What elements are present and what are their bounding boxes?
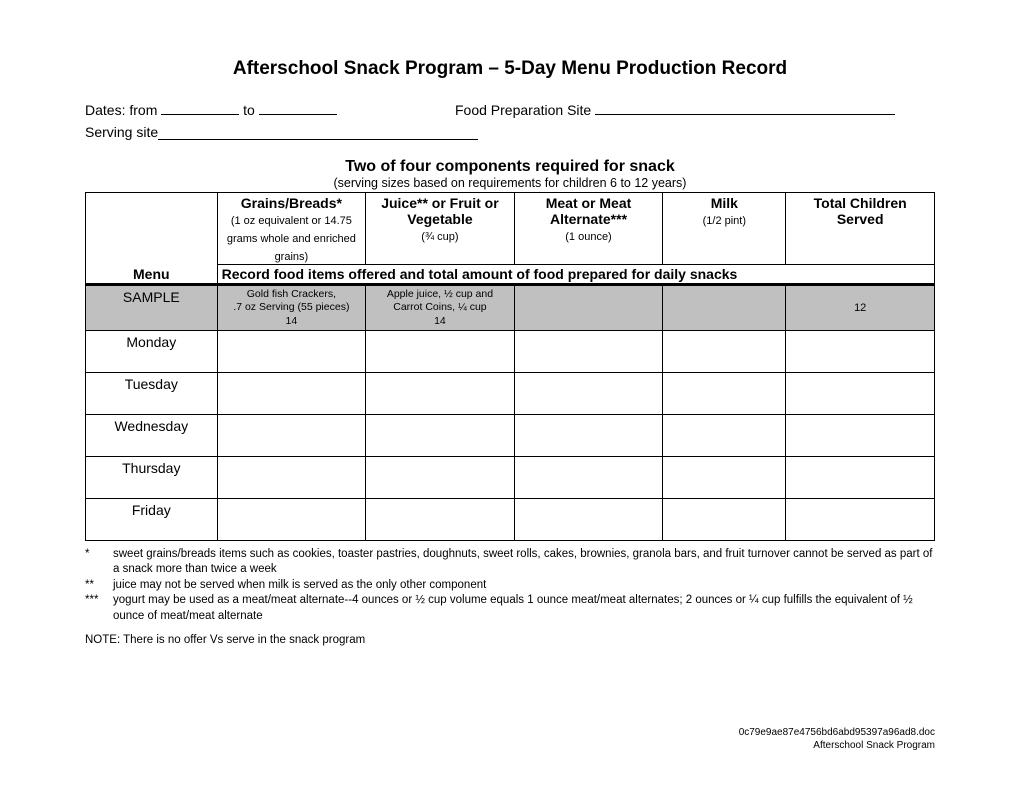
- cell[interactable]: [663, 498, 786, 540]
- fn-mark: *: [85, 547, 113, 578]
- col-grains: Grains/Breads* (1 oz equivalent or 14.75…: [217, 193, 366, 265]
- menu-label: Menu: [86, 265, 218, 285]
- cell[interactable]: [514, 456, 663, 498]
- cell[interactable]: [366, 372, 515, 414]
- col-total: Total Children Served: [786, 193, 935, 265]
- col-milk: Milk (1/2 pint): [663, 193, 786, 265]
- cell[interactable]: [366, 456, 515, 498]
- day-tuesday: Tuesday: [86, 372, 218, 414]
- sample-total: 12: [786, 285, 935, 330]
- table-row: Thursday: [86, 456, 935, 498]
- col-meat-title: Meat or Meat Alternate***: [546, 195, 632, 227]
- cell[interactable]: [663, 372, 786, 414]
- sample-row: SAMPLE Gold fish Crackers, .7 oz Serving…: [86, 285, 935, 330]
- fn-mark: **: [85, 578, 113, 594]
- footnotes: * sweet grains/breads items such as cook…: [85, 547, 935, 625]
- col-juice: Juice** or Fruit or Vegetable (¾ cup): [366, 193, 515, 265]
- cell[interactable]: [217, 414, 366, 456]
- footer: 0c79e9ae87e4756bd6abd95397a96ad8.doc Aft…: [739, 726, 935, 752]
- components-note: (serving sizes based on requirements for…: [85, 176, 935, 190]
- components-heading: Two of four components required for snac…: [85, 158, 935, 176]
- serving-site-label: Serving site: [85, 124, 158, 140]
- footnote: *** yogurt may be used as a meat/meat al…: [85, 593, 935, 624]
- cell[interactable]: [217, 330, 366, 372]
- table-row: Wednesday: [86, 414, 935, 456]
- col-juice-title: Juice** or Fruit or Vegetable: [381, 195, 498, 227]
- table-row: Tuesday: [86, 372, 935, 414]
- col-total-title: Total Children Served: [814, 195, 907, 227]
- to-label: to: [243, 102, 255, 118]
- page-title: Afterschool Snack Program – 5-Day Menu P…: [85, 58, 935, 80]
- sample-grains: Gold fish Crackers, .7 oz Serving (55 pi…: [217, 285, 366, 330]
- table-row: Monday: [86, 330, 935, 372]
- footnote: * sweet grains/breads items such as cook…: [85, 547, 935, 578]
- cell[interactable]: [217, 372, 366, 414]
- meta-row-2: Serving site: [85, 124, 935, 140]
- sample-milk: [663, 285, 786, 330]
- header-blank: [86, 193, 218, 265]
- col-grains-title: Grains/Breads*: [241, 195, 342, 211]
- cell[interactable]: [786, 414, 935, 456]
- cell[interactable]: [217, 498, 366, 540]
- cell[interactable]: [663, 456, 786, 498]
- cell[interactable]: [514, 498, 663, 540]
- sample-meat: [514, 285, 663, 330]
- col-milk-title: Milk: [711, 195, 738, 211]
- cell[interactable]: [514, 414, 663, 456]
- menu-table: Grains/Breads* (1 oz equivalent or 14.75…: [85, 192, 935, 541]
- prep-site-blank[interactable]: [595, 114, 895, 115]
- col-juice-sub: (¾ cup): [421, 231, 458, 243]
- footer-program: Afterschool Snack Program: [739, 739, 935, 752]
- cell[interactable]: [514, 330, 663, 372]
- dates-from-blank[interactable]: [161, 114, 239, 115]
- cell[interactable]: [786, 498, 935, 540]
- col-grains-sub: (1 oz equivalent or 14.75 grams whole an…: [227, 215, 356, 263]
- cell[interactable]: [663, 330, 786, 372]
- table-row: Friday: [86, 498, 935, 540]
- serving-site-blank[interactable]: [158, 124, 478, 140]
- day-wednesday: Wednesday: [86, 414, 218, 456]
- cell[interactable]: [786, 372, 935, 414]
- day-thursday: Thursday: [86, 456, 218, 498]
- day-monday: Monday: [86, 330, 218, 372]
- cell[interactable]: [217, 456, 366, 498]
- dates-label: Dates: from: [85, 102, 157, 118]
- dates-to-blank[interactable]: [259, 114, 337, 115]
- menu-instruction-row: Menu Record food items offered and total…: [86, 265, 935, 285]
- footer-filename: 0c79e9ae87e4756bd6abd95397a96ad8.doc: [739, 726, 935, 739]
- note: NOTE: There is no offer Vs serve in the …: [85, 634, 935, 646]
- fn-mark: ***: [85, 593, 113, 624]
- record-label: Record food items offered and total amou…: [217, 265, 934, 285]
- fn-text: yogurt may be used as a meat/meat altern…: [113, 593, 935, 624]
- prep-site-label: Food Preparation Site: [455, 102, 591, 118]
- sample-label: SAMPLE: [86, 285, 218, 330]
- meta-row-1: Dates: from to Food Preparation Site: [85, 102, 935, 118]
- cell[interactable]: [366, 330, 515, 372]
- fn-text: juice may not be served when milk is ser…: [113, 578, 486, 594]
- col-meat-sub: (1 ounce): [565, 231, 611, 243]
- table-header-row: Grains/Breads* (1 oz equivalent or 14.75…: [86, 193, 935, 265]
- cell[interactable]: [366, 498, 515, 540]
- col-meat: Meat or Meat Alternate*** (1 ounce): [514, 193, 663, 265]
- cell[interactable]: [663, 414, 786, 456]
- day-friday: Friday: [86, 498, 218, 540]
- col-milk-sub: (1/2 pint): [703, 215, 746, 227]
- cell[interactable]: [366, 414, 515, 456]
- cell[interactable]: [786, 456, 935, 498]
- footnote: ** juice may not be served when milk is …: [85, 578, 935, 594]
- cell[interactable]: [514, 372, 663, 414]
- cell[interactable]: [786, 330, 935, 372]
- sample-juice: Apple juice, ½ cup and Carrot Coins, ¼ c…: [366, 285, 515, 330]
- fn-text: sweet grains/breads items such as cookie…: [113, 547, 935, 578]
